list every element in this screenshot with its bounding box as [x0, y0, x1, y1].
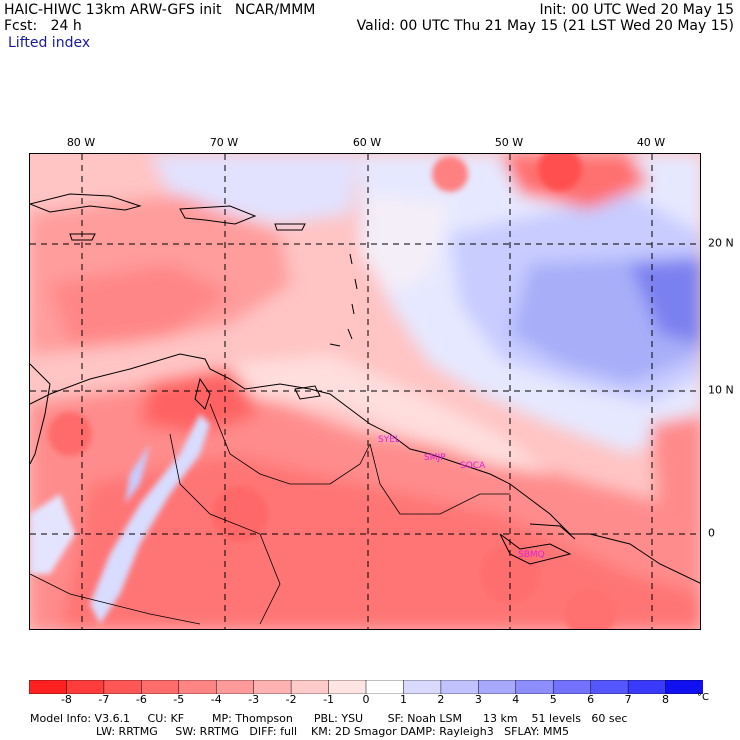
colorbar-segment [403, 680, 442, 694]
lon-label-70w: 70 W [209, 136, 239, 149]
colorbar-segment [141, 680, 180, 694]
colorbar-segment [29, 680, 68, 694]
colorbar-segment [290, 680, 330, 694]
colorbar-tick-label: 1 [399, 693, 407, 706]
colorbar-segment [627, 680, 667, 694]
valid-time: Valid: 00 UTC Thu 21 May 15 (21 LST Wed … [356, 18, 734, 34]
lifted-index-map: SYEL SMJP SOCA SBMQ [29, 153, 701, 630]
station-soca: SOCA [460, 461, 486, 471]
colorbar-tick-label: 4 [512, 693, 520, 706]
station-syel: SYEL [378, 435, 400, 445]
init-time: Init: 00 UTC Wed 20 May 15 [539, 2, 734, 18]
lat-label-0: 0 [708, 526, 715, 540]
colorbar-tick-label: 7 [624, 693, 632, 706]
lon-label-50w: 50 W [494, 136, 524, 149]
colorbar-tick-label: 3 [474, 693, 482, 706]
colorbar-tick-label: 5 [549, 693, 557, 706]
colorbar-segment [328, 680, 367, 694]
model-info-line2: LW: RRTMG SW: RRTMG DIFF: full KM: 2D Sm… [96, 725, 569, 738]
colorbar-tick-label: -4 [210, 693, 222, 706]
forecast-hour: Fcst: 24 h [4, 18, 82, 34]
colorbar-tick-label: 0 [362, 693, 370, 706]
colorbar-segment [665, 680, 703, 694]
lon-label-80w: 80 W [66, 136, 96, 149]
lat-label-10n: 10 N [708, 383, 734, 397]
lon-label-40w: 40 W [636, 136, 666, 149]
lat-label-20n: 20 N [708, 236, 734, 250]
colorbar-segment [440, 680, 480, 694]
country-borders [30, 403, 510, 625]
colorbar-tick-label: -1 [323, 693, 335, 706]
field-name: Lifted index [8, 35, 91, 51]
model-title: HAIC-HIWC 13km ARW-GFS init NCAR/MMM [4, 2, 316, 18]
map-canvas: SYEL SMJP SOCA SBMQ [30, 154, 700, 629]
colorbar-segment [178, 680, 217, 694]
colorbar-tick-label: -3 [248, 693, 260, 706]
colorbar-segment [365, 680, 405, 694]
lat-lon-grid [30, 154, 700, 629]
station-sbmq: SBMQ [518, 550, 545, 560]
colorbar-tick-label: -2 [285, 693, 297, 706]
colorbar [29, 680, 703, 694]
colorbar-tick-label: -7 [98, 693, 110, 706]
coastlines [30, 193, 700, 584]
colorbar-segment [103, 680, 143, 694]
colorbar-segment [66, 680, 105, 694]
station-smjp: SMJP [424, 453, 446, 463]
colorbar-segment [590, 680, 629, 694]
colorbar-segment [215, 680, 255, 694]
colorbar-tick-label: 6 [587, 693, 595, 706]
colorbar-segment [253, 680, 292, 694]
colorbar-tick-label: -8 [60, 693, 72, 706]
colorbar-tick-label: 2 [437, 693, 445, 706]
colorbar-segment [478, 680, 517, 694]
colorbar-tick-label: 8 [662, 693, 670, 706]
colorbar-tick-label: -6 [135, 693, 147, 706]
field-shading [30, 154, 700, 629]
model-info-line1: Model Info: V3.6.1 CU: KF MP: Thompson P… [30, 712, 628, 725]
lon-label-60w: 60 W [352, 136, 382, 149]
colorbar-segment [552, 680, 592, 694]
colorbar-unit: °C [697, 692, 709, 703]
colorbar-tick-label: -5 [173, 693, 185, 706]
colorbar-segment [515, 680, 554, 694]
